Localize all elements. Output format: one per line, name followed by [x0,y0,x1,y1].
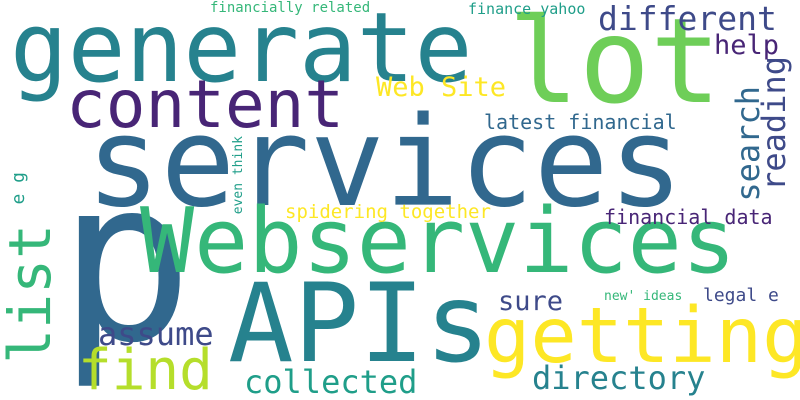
word-assume: assume [98,315,214,353]
word-finance-yahoo: finance yahoo [468,0,586,18]
word-p: p [58,131,194,393]
word-webservices: Webservices [140,189,737,294]
word-help: help [714,30,780,61]
word-different: different [598,0,777,38]
word-generate: generate [10,0,473,104]
word-apis: APIs [228,260,491,387]
word-latest-financial: latest financial [484,110,677,134]
word-new-ideas: new' ideas [604,289,683,304]
word-find: find [78,338,213,400]
word-spidering-together: spidering together [285,201,491,223]
word-e-g: e g [8,172,29,205]
word-list: list [0,224,64,364]
word-web-site: Web Site [376,72,507,103]
word-services: services [86,91,684,235]
word-reading: reading [755,56,793,191]
word-getting: getting [484,292,800,381]
word-lot: lot [508,0,722,130]
word-even-think: even think [231,136,246,215]
word-sure: sure [498,286,564,317]
word-content: content [66,66,345,143]
word-financially-related: financially related [210,0,371,16]
word-collected: collected [244,363,418,400]
word-legal-e: legal e [703,285,779,306]
word-financial-data: financial data [604,205,773,229]
word-directory: directory [532,359,706,397]
